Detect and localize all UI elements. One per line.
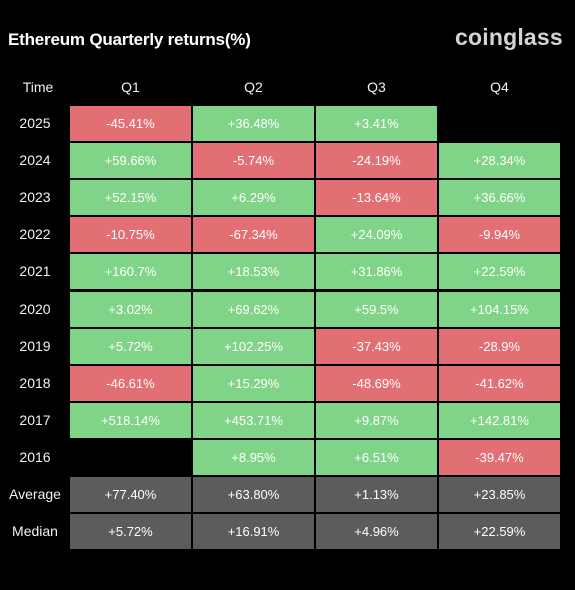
return-cell: +102.25%: [193, 328, 314, 364]
year-label: 2020: [19, 300, 51, 317]
return-cell: +5.72%: [70, 328, 191, 364]
return-cell: +1.13%: [316, 477, 437, 512]
return-cell: +69.62%: [193, 291, 314, 327]
return-cell: +15.29%: [193, 365, 314, 401]
return-cell: -28.9%: [439, 328, 560, 364]
return-cell: -9.94%: [439, 217, 560, 253]
return-cell: +36.48%: [193, 106, 314, 141]
return-cell: -10.75%: [70, 217, 191, 253]
return-cell: +59.66%: [70, 143, 191, 179]
year-label: 2018: [19, 374, 51, 391]
year-label: 2022: [19, 226, 51, 243]
return-cell: +16.91%: [193, 514, 314, 550]
return-cell: +22.59%: [439, 514, 560, 550]
return-cell: -48.69%: [316, 365, 437, 401]
return-cell: +6.51%: [316, 439, 437, 475]
header-q4: Q4: [490, 79, 509, 95]
return-cell: -13.64%: [316, 180, 437, 216]
return-cell: -37.43%: [316, 328, 437, 364]
return-cell: -46.61%: [70, 365, 191, 401]
year-label: 2019: [19, 337, 51, 354]
year-label: 2024: [19, 152, 51, 169]
header-q1: Q1: [121, 79, 140, 95]
header-q3: Q3: [367, 79, 386, 95]
return-cell: +6.29%: [193, 180, 314, 216]
return-cell: -5.74%: [193, 143, 314, 179]
return-cell: +142.81%: [439, 402, 560, 438]
return-cell: +5.72%: [70, 514, 191, 550]
return-cell: -39.47%: [439, 439, 560, 475]
chart-title: Ethereum Quarterly returns(%): [8, 30, 251, 49]
return-cell: +63.80%: [193, 477, 314, 512]
return-cell: -41.62%: [439, 365, 560, 401]
return-cell: +3.02%: [70, 291, 191, 327]
return-cell: +31.86%: [316, 254, 437, 290]
return-cell: +28.34%: [439, 143, 560, 179]
return-cell: +518.14%: [70, 402, 191, 438]
return-cell: +4.96%: [316, 514, 437, 550]
header-time: Time: [22, 79, 54, 95]
return-cell: +52.15%: [70, 180, 191, 216]
return-cell: -24.19%: [316, 143, 437, 179]
return-cell: +9.87%: [316, 402, 437, 438]
return-cell: +160.7%: [70, 254, 191, 290]
header-q2: Q2: [244, 79, 263, 95]
return-cell: +22.59%: [439, 254, 560, 290]
return-cell: +36.66%: [439, 180, 560, 216]
return-cell: +3.41%: [316, 106, 437, 141]
summary-label: Average: [9, 486, 61, 502]
brand-logo-text: coinglass: [455, 24, 563, 50]
return-cell: +77.40%: [70, 477, 191, 512]
year-label: 2017: [19, 411, 51, 428]
return-cell: -67.34%: [193, 217, 314, 253]
return-cell: +24.09%: [316, 217, 437, 253]
return-cell: -45.41%: [70, 106, 191, 141]
return-cell: +18.53%: [193, 254, 314, 290]
year-label: 2025: [19, 115, 51, 131]
return-cell: +59.5%: [316, 291, 437, 327]
return-cell: +104.15%: [439, 291, 560, 327]
summary-label: Median: [12, 523, 58, 540]
return-cell: +23.85%: [439, 477, 560, 512]
return-cell: +453.71%: [193, 402, 314, 438]
year-label: 2021: [19, 263, 51, 280]
year-label: 2023: [19, 189, 51, 206]
year-label: 2016: [19, 448, 51, 465]
return-cell: +8.95%: [193, 439, 314, 475]
